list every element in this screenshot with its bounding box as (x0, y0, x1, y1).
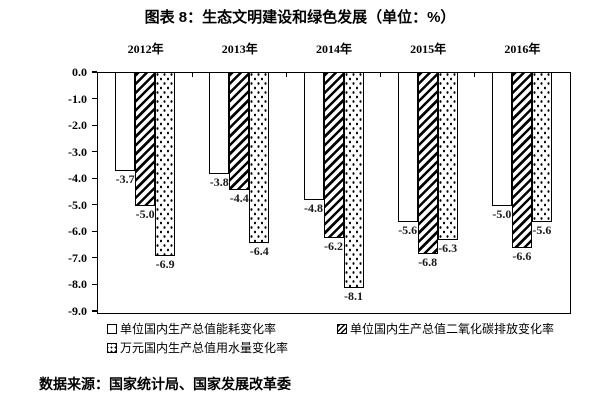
data-label: -6.6 (512, 249, 532, 264)
bar-plain (303, 73, 324, 201)
value-axis-tick-label: -4.0 (68, 171, 87, 186)
bar-dots (531, 73, 552, 222)
data-label: -6.9 (155, 257, 175, 272)
value-axis-tick (92, 151, 97, 153)
value-axis-tick-label: -5.0 (68, 197, 87, 212)
value-axis-tick (92, 71, 97, 73)
legend-label: 单位国内生产总值能耗变化率 (120, 322, 277, 336)
legend-item: 万元国内生产总值用水量变化率 (107, 339, 288, 356)
legend-label: 单位国内生产总值二氧化碳排放变化率 (350, 322, 555, 336)
category-label: 2013年 (221, 42, 258, 56)
category-label: 2015年 (410, 42, 447, 56)
data-label: -5.0 (492, 206, 512, 221)
value-axis-tick (92, 204, 97, 206)
legend-swatch-hatch-icon (337, 323, 347, 334)
category-label: 2016年 (504, 42, 541, 56)
value-axis-tick (92, 257, 97, 259)
value-axis-tick-label: -7.0 (68, 250, 87, 265)
data-label: -6.3 (438, 241, 458, 256)
bar-hatch (417, 73, 438, 254)
data-source-note: 数据来源：国家统计局、国家发展改革委 (39, 378, 291, 393)
category-label: 2014年 (315, 42, 353, 56)
bar-plain (397, 73, 418, 222)
legend-swatch-plain-icon (107, 323, 117, 334)
legend-label: 万元国内生产总值用水量变化率 (120, 341, 289, 355)
category-label: 2012年 (127, 42, 164, 56)
bar-plain (115, 73, 136, 172)
legend-item: 单位国内生产总值二氧化碳排放变化率 (337, 320, 554, 337)
value-axis-tick-label: -9.0 (68, 304, 87, 318)
data-label: -3.8 (209, 174, 229, 189)
plot-area: -3.7 -5.0 -6.9 -3.8 -4.4 -6.4 -4.8 -6.2 -8.1 -5.6… (97, 72, 571, 314)
category-axis-tick (380, 73, 382, 77)
bar-dots (155, 73, 176, 257)
value-axis-tick (92, 283, 97, 286)
value-axis-tick (92, 230, 97, 232)
data-label: -6.2 (324, 238, 343, 253)
data-label: -8.1 (344, 289, 363, 304)
data-label: -4.4 (229, 190, 249, 205)
data-label: -6.8 (418, 254, 438, 269)
data-label: -6.4 (249, 243, 269, 258)
value-axis-tick-label: -3.0 (68, 144, 87, 159)
bar-dots (249, 73, 270, 243)
bar-dots (343, 73, 364, 289)
bar-plain (209, 73, 230, 174)
data-label: -5.6 (532, 222, 552, 237)
value-axis-tick-label: 0.0 (72, 65, 87, 79)
value-axis-tick (92, 97, 97, 100)
legend-item: 单位国内生产总值能耗变化率 (107, 320, 276, 337)
value-axis-tick-label: -2.0 (68, 118, 87, 133)
bar-dots (437, 73, 458, 241)
value-axis-tick (92, 124, 97, 126)
bar-hatch (135, 73, 156, 206)
category-axis-tick (474, 73, 476, 77)
category-axis-tick (285, 73, 287, 77)
bar-hatch (511, 73, 532, 249)
data-label: -5.0 (135, 206, 155, 221)
bar-plain (491, 73, 512, 206)
chart-title: 图表 8：生态文明建设和绿色发展（单位：%） (144, 9, 456, 26)
data-label: -5.6 (398, 222, 418, 237)
bar-hatch (229, 73, 250, 190)
value-axis-tick-label: -6.0 (68, 224, 87, 239)
value-axis-tick (92, 177, 97, 179)
data-label: -3.7 (115, 172, 135, 187)
value-axis-tick-label: -1.0 (68, 91, 87, 106)
data-label: -4.8 (304, 201, 323, 216)
legend-swatch-dots-icon (107, 342, 117, 353)
bar-hatch (323, 73, 344, 238)
value-axis-tick-label: -8.0 (68, 277, 87, 292)
value-axis-tick (92, 310, 97, 312)
category-axis-tick (191, 73, 193, 77)
